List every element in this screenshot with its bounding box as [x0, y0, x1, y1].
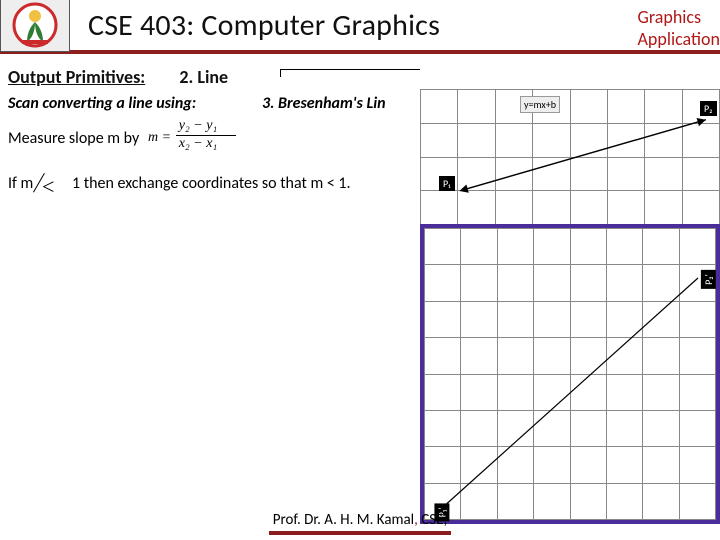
footer-author: Prof. Dr. A. H. M. Kamal: [273, 511, 414, 529]
grid-top-line-icon: [452, 114, 716, 194]
topic-tag-line2: Application: [638, 28, 720, 50]
grid-bottom-line-icon: [424, 228, 716, 520]
slide-footer: Prof. Dr. A. H. M. Kamal, CSE,: [0, 510, 720, 540]
bracket-rule-icon: [280, 69, 420, 77]
topic-tag-line1: Graphics: [638, 6, 720, 28]
slide-header: CSE 403: Computer Graphics Graphics Appl…: [0, 0, 720, 54]
slope-formula: m = y₂ − y₁ x₂ − x₁: [148, 118, 248, 160]
footer-dept: CSE,: [421, 511, 447, 529]
section-heading-row: Output Primitives: 2. Line: [8, 66, 228, 88]
measure-text: Measure slope m by: [8, 129, 139, 148]
topic-tag: Graphics Application: [638, 6, 720, 50]
institution-logo: [0, 0, 70, 52]
if-m-text: If m: [8, 174, 33, 193]
formula-m: m =: [148, 130, 171, 146]
section-subheading: 2. Line: [179, 66, 228, 88]
scan-text: Scan converting a line using:: [8, 94, 196, 113]
slide-title: CSE 403: Computer Graphics: [88, 7, 440, 44]
p2-prime-label: P₂': [701, 270, 716, 289]
if-rest-text: 1 then exchange coordinates so that m < …: [72, 174, 351, 193]
section-heading: Output Primitives:: [8, 66, 145, 88]
scan-sub-text: 3. Bresenham's Lin: [262, 94, 386, 113]
line-equation-label: y=mx+b: [520, 96, 560, 113]
footer-text: Prof. Dr. A. H. M. Kamal, CSE,: [269, 511, 451, 535]
grid-figure-bottom: [420, 224, 720, 524]
slide-body: Output Primitives: 2. Line Scan converti…: [0, 54, 720, 540]
